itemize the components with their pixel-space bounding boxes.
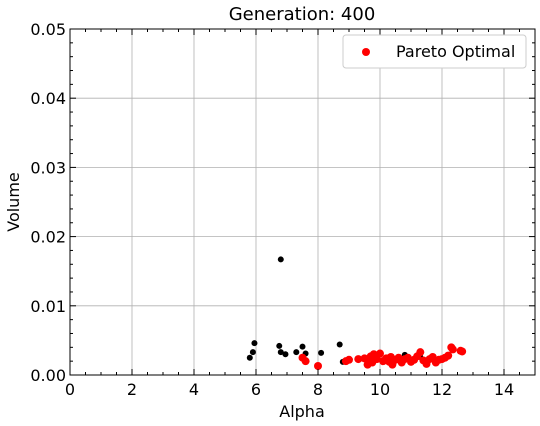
y-tick-label: 0.03 <box>30 158 66 177</box>
x-tick-label: 2 <box>127 380 137 399</box>
legend-box <box>342 34 527 69</box>
population-point <box>249 349 256 356</box>
y-tick-label: 0.05 <box>30 20 66 39</box>
y-tick-label: 0.01 <box>30 297 66 316</box>
pareto-point <box>301 357 310 366</box>
axis-ticks <box>69 28 536 376</box>
population-point <box>277 256 284 263</box>
pareto-point <box>458 347 467 356</box>
chart-title: Generation: 400 <box>229 4 376 25</box>
x-tick-label: 0 <box>65 380 75 399</box>
grid-lines <box>69 28 535 376</box>
population-point <box>336 341 343 348</box>
plot-border <box>69 28 536 376</box>
y-tick-label: 0.02 <box>30 228 66 247</box>
x-tick-label: 14 <box>494 380 514 399</box>
x-axis-label: Alpha <box>279 402 325 421</box>
pareto-point <box>314 362 322 371</box>
pareto-point <box>376 349 384 358</box>
population-point <box>293 349 300 356</box>
y-tick-label: 0.00 <box>30 366 66 385</box>
legend-label: Pareto Optimal <box>396 42 515 61</box>
x-tick-label: 10 <box>370 380 390 399</box>
population-point <box>299 343 306 350</box>
population-point <box>277 349 284 356</box>
legend: Pareto Optimal <box>342 34 527 69</box>
population-point <box>276 342 283 349</box>
legend-marker <box>362 48 370 56</box>
x-tick-label: 12 <box>432 380 452 399</box>
pareto-point <box>354 355 363 364</box>
x-tick-label: 4 <box>189 380 199 399</box>
data-points <box>246 256 467 371</box>
population-point <box>246 354 253 361</box>
x-tick-label: 8 <box>313 380 323 399</box>
x-tick-label: 6 <box>251 380 261 399</box>
population-point <box>282 351 289 358</box>
pareto-point <box>345 355 353 364</box>
tick-labels: 0 2 4 6 8 10 12 14 0.00 0.01 0.02 0.03 0.04 0.05 <box>30 20 514 399</box>
pareto-point <box>444 351 453 360</box>
pareto-point <box>448 345 457 354</box>
population-point <box>318 349 325 356</box>
y-tick-label: 0.04 <box>30 89 66 108</box>
pareto-point <box>416 348 425 357</box>
population-point <box>251 340 258 347</box>
plot-frame <box>69 28 536 376</box>
y-axis-label: Volume <box>4 172 23 232</box>
